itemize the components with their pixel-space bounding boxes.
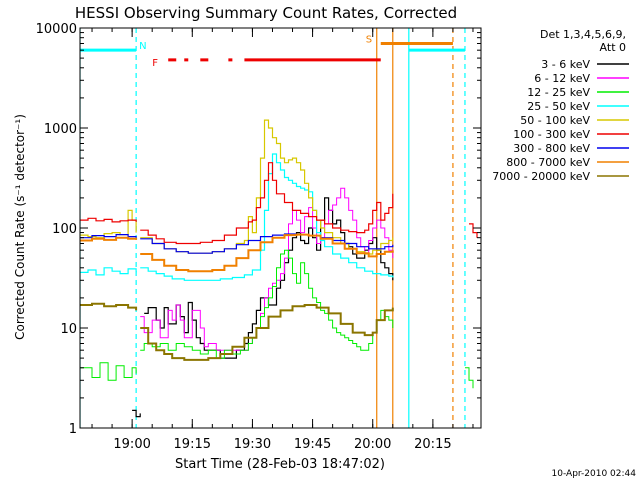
x-tick-label: 19:00 [113, 437, 150, 452]
series-line-50-100keV [80, 209, 137, 239]
series-line-7000-20000keV [80, 302, 138, 311]
series-line-100-300keV [140, 162, 394, 245]
axes-layer: 1 10 100 1000 10000 19:00 19:15 19:30 19:45 20:00… [36, 22, 482, 452]
series-line-25-50keV [140, 153, 394, 281]
series-line-50-100keV [140, 119, 394, 255]
y-axis-title: Corrected Count Rate (s⁻¹ detector⁻¹) [13, 114, 27, 340]
legend-label: 50 - 100 keV [520, 114, 590, 127]
y-tick-label: 1 [69, 422, 77, 437]
legend-label: 3 - 6 keV [541, 58, 590, 71]
legend-header-line-2: Att 0 [600, 41, 626, 54]
x-tick-label: 20:00 [354, 437, 391, 452]
series-line-12-25keV [465, 367, 474, 389]
x-tick-label: 20:15 [414, 437, 451, 452]
legend-label: 800 - 7000 keV [506, 156, 590, 169]
legend-label: 100 - 300 keV [513, 128, 590, 141]
series-line-6-12keV [140, 187, 394, 351]
x-axis-title: Start Time (28-Feb-03 18:47:02) [175, 457, 385, 472]
series-line-300-800keV [80, 234, 137, 239]
y-tick-label: 10 [60, 322, 77, 337]
legend-header-line-1: Det 1,3,4,5,6,9, [540, 28, 626, 41]
night-label: N [139, 41, 146, 52]
series-line-3-6keV [132, 409, 141, 418]
y-tick-label: 10000 [36, 22, 77, 37]
footer-date: 10-Apr-2010 02:44 [552, 469, 637, 479]
series-line-12-25keV [140, 249, 394, 359]
series-line-800-7000keV [80, 236, 138, 242]
series-line-100-300keV [80, 217, 137, 223]
series-layer [80, 119, 478, 418]
saa-label: S [366, 34, 372, 45]
x-tick-label: 19:15 [174, 437, 211, 452]
series-line-7000-20000keV [140, 304, 394, 361]
flare-label: F [152, 58, 158, 69]
x-tick-label: 19:30 [234, 437, 271, 452]
series-line-800-7000keV [140, 233, 394, 273]
annotation-layer: NF S [80, 28, 466, 428]
legend-label: 6 - 12 keV [534, 72, 590, 85]
legend-label: 25 - 50 keV [527, 100, 590, 113]
series-line-100-300keV [469, 223, 478, 238]
series-line-12-25keV [80, 362, 137, 381]
series-line-25-50keV [80, 267, 137, 276]
series-line-3-6keV [144, 197, 394, 359]
x-tick-label: 19:45 [294, 437, 331, 452]
chart-title: HESSI Observing Summary Count Rates, Cor… [75, 4, 457, 22]
series-line-300-800keV [140, 233, 394, 254]
legend-label: 12 - 25 keV [527, 86, 590, 99]
plot-frame [79, 27, 482, 429]
y-tick-label: 1000 [44, 122, 77, 137]
legend-label: 7000 - 20000 keV [492, 170, 590, 183]
y-tick-label: 100 [52, 222, 77, 237]
legend-label: 300 - 800 keV [513, 142, 590, 155]
